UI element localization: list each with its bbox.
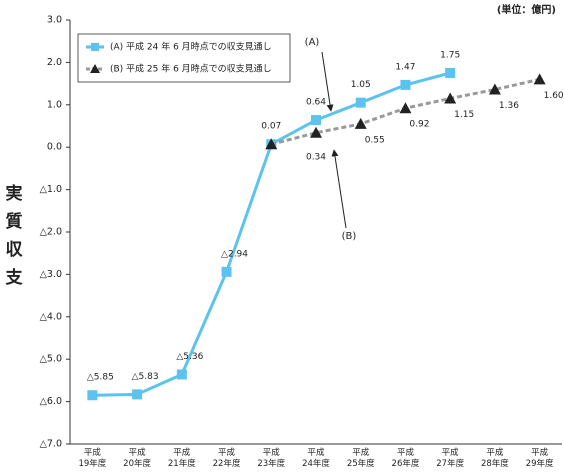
point	[132, 389, 143, 400]
y-tick-label: 3.0	[47, 15, 62, 26]
data-label: 0.34	[306, 152, 326, 162]
data-label: 1.60	[544, 91, 564, 101]
y-tick-label: 0.0	[47, 142, 62, 153]
point	[355, 97, 366, 108]
data-label: 0.07	[261, 122, 281, 132]
y-tick-label: △7.0	[40, 439, 62, 450]
point	[311, 115, 321, 126]
annotation-arrow	[321, 51, 334, 112]
y-axis-label: 支	[6, 267, 24, 288]
data-label: △5.85	[87, 373, 114, 383]
data-label: 1.75	[440, 51, 460, 61]
y-axis-label: 実	[6, 183, 23, 204]
data-label: △5.83	[132, 372, 159, 382]
point	[400, 79, 411, 90]
y-axis-label: 質	[6, 211, 23, 232]
legend-label: (B) 平成 25 年 6 月時点での収支見通し	[110, 63, 272, 75]
x-tick-label: 平成 29年度	[526, 447, 554, 469]
data-label: △2.94	[221, 249, 248, 259]
y-tick-label: 2.0	[47, 57, 62, 68]
x-tick-label: 平成 25年度	[347, 447, 375, 469]
y-tick-label: 1.0	[47, 99, 62, 110]
data-label: 0.92	[409, 120, 429, 130]
x-tick-label: 平成 23年度	[257, 447, 285, 469]
point	[444, 92, 457, 104]
y-tick-label: △1.0	[40, 184, 62, 195]
legend-box	[77, 33, 291, 83]
legend-marker	[91, 43, 99, 51]
data-label: 1.36	[499, 101, 519, 111]
x-tick-label: 平成 22年度	[213, 447, 241, 469]
point	[445, 68, 456, 78]
x-tick-label: 平成 28年度	[481, 447, 509, 469]
data-label: 1.15	[454, 110, 474, 120]
point	[399, 102, 412, 114]
y-tick-label: △5.0	[40, 354, 62, 365]
x-tick-label: 平成 21年度	[168, 447, 196, 469]
annotation: (A)	[305, 37, 320, 48]
point	[265, 138, 278, 150]
point	[354, 117, 367, 129]
y-tick-label: △4.0	[40, 311, 62, 322]
data-label: 0.64	[306, 98, 326, 108]
x-tick-label: 平成 24年度	[302, 447, 330, 469]
data-label: 1.47	[395, 62, 415, 72]
annotation-arrow	[331, 149, 347, 229]
x-tick-label: 平成 27年度	[436, 447, 464, 469]
x-tick-label: 平成 19年度	[78, 447, 106, 469]
point	[533, 73, 546, 85]
y-tick-label: △2.0	[40, 227, 62, 238]
data-label: 0.55	[365, 135, 385, 145]
point	[176, 369, 187, 380]
legend-marker	[90, 64, 100, 73]
legend-label: (A) 平成 24 年 6 月時点での収支見通し	[110, 41, 272, 53]
unit-label: (単位：億円)	[497, 3, 556, 16]
data-label: △5.36	[176, 352, 203, 362]
y-axis-label: 収	[6, 240, 24, 260]
point	[87, 390, 98, 401]
point	[488, 83, 501, 95]
y-tick-label: △3.0	[40, 269, 62, 280]
point	[221, 266, 232, 277]
x-tick-label: 平成 20年度	[123, 447, 151, 469]
point	[310, 126, 322, 138]
data-label: 1.05	[351, 80, 371, 90]
x-tick-label: 平成 26年度	[392, 447, 420, 469]
y-tick-label: △6.0	[40, 396, 62, 407]
annotation: (B)	[342, 231, 357, 242]
